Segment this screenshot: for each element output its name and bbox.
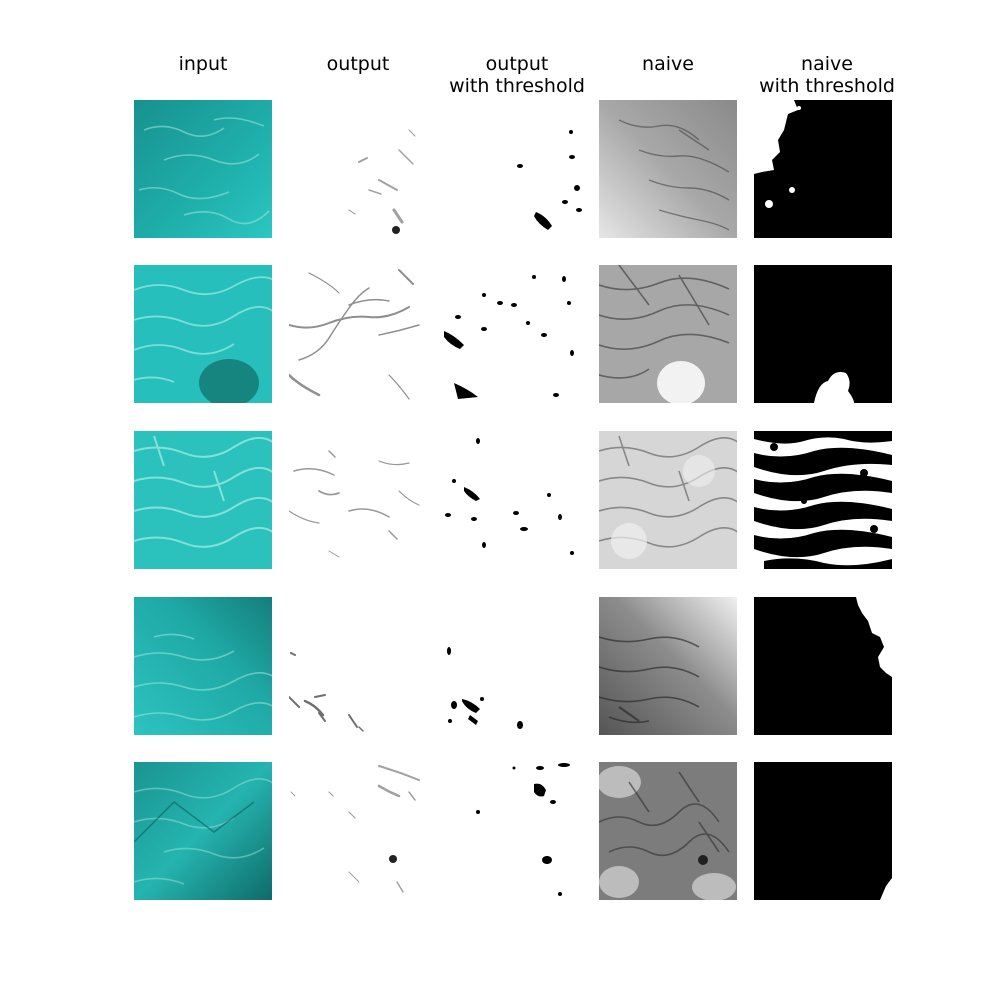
column-title-output: output	[326, 53, 390, 75]
row4-naive-threshold-mask	[754, 597, 892, 735]
column-title-input: input	[178, 53, 228, 75]
row5-output-threshold-mask	[444, 762, 582, 900]
row1-output-threshold-mask	[444, 100, 582, 238]
row5-output-map	[289, 762, 427, 900]
row2-input-image	[134, 265, 272, 403]
row3-output-map	[289, 431, 427, 569]
row1-output-map	[289, 100, 427, 238]
row2-output-threshold-mask	[444, 265, 582, 403]
row1-naive-threshold-mask	[754, 100, 892, 238]
row2-naive-map	[599, 265, 737, 403]
row5-naive-threshold-mask	[754, 762, 892, 900]
row4-output-map	[289, 597, 427, 735]
row3-input-image	[134, 431, 272, 569]
row4-naive-map	[599, 597, 737, 735]
row2-output-map	[289, 265, 427, 403]
column-title-output-threshold: output with threshold	[449, 53, 585, 97]
column-title-naive: naive	[642, 53, 694, 75]
row4-output-threshold-mask	[444, 597, 582, 735]
row3-naive-map	[599, 431, 737, 569]
row1-naive-map	[599, 100, 737, 238]
row3-naive-threshold-mask	[754, 431, 892, 569]
row4-input-image	[134, 597, 272, 735]
row2-naive-threshold-mask	[754, 265, 892, 403]
row5-naive-map	[599, 762, 737, 900]
row5-input-image	[134, 762, 272, 900]
column-title-naive-threshold: naive with threshold	[759, 53, 895, 97]
row3-output-threshold-mask	[444, 431, 582, 569]
row1-input-image	[134, 100, 272, 238]
